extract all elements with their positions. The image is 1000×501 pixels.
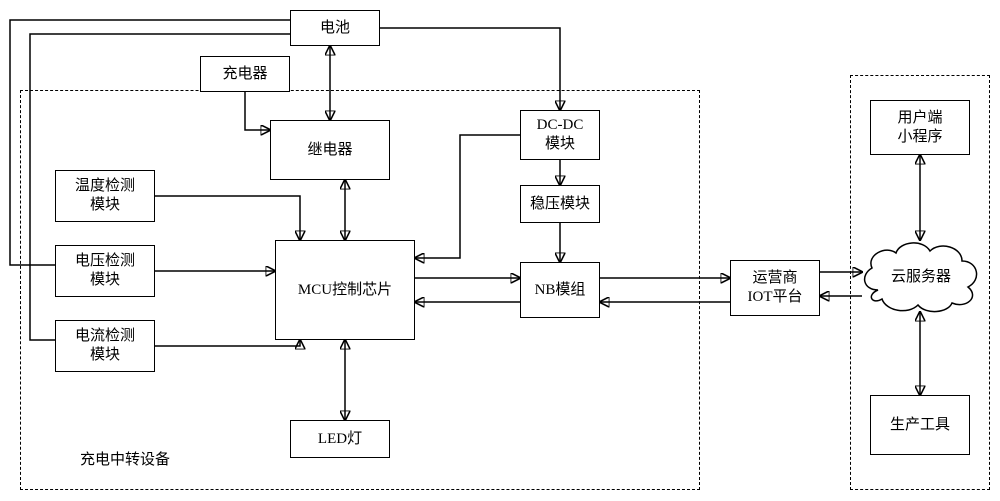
node-tool: 生产工具 xyxy=(870,395,970,455)
node-client: 用户端 小程序 xyxy=(870,100,970,155)
region-device-label: 充电中转设备 xyxy=(80,448,170,469)
cloud-label: 云服务器 xyxy=(891,265,951,286)
node-iot: 运营商 IOT平台 xyxy=(730,260,820,316)
node-nb: NB模组 xyxy=(520,262,600,318)
node-dcdc: DC-DC 模块 xyxy=(520,110,600,160)
node-temp: 温度检测 模块 xyxy=(55,170,155,222)
node-vreg: 稳压模块 xyxy=(520,185,600,223)
node-relay: 继电器 xyxy=(270,120,390,180)
node-curr: 电流检测 模块 xyxy=(55,320,155,372)
node-mcu: MCU控制芯片 xyxy=(275,240,415,340)
node-battery: 电池 xyxy=(290,10,380,46)
node-cloud: 云服务器 xyxy=(858,235,984,315)
diagram-canvas: 充电中转设备 电池充电器继电器 DC-DC 模块稳压模块 温度检测 模块电压检测 模… xyxy=(0,0,1000,501)
node-led: LED灯 xyxy=(290,420,390,458)
node-charger: 充电器 xyxy=(200,56,290,92)
node-volt: 电压检测 模块 xyxy=(55,245,155,297)
